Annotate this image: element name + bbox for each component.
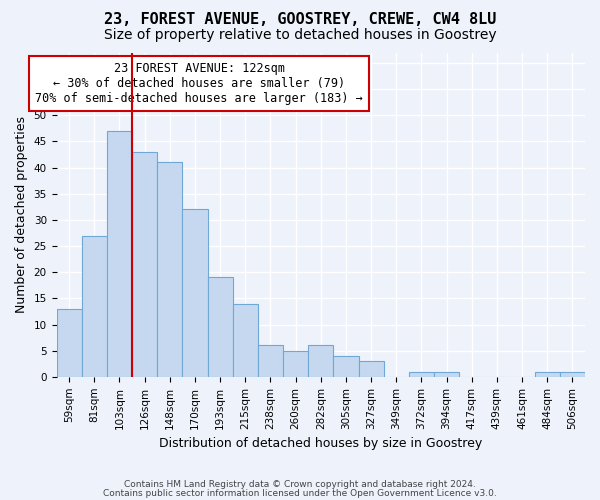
Bar <box>434 372 459 377</box>
Bar <box>560 372 585 377</box>
Text: Contains HM Land Registry data © Crown copyright and database right 2024.: Contains HM Land Registry data © Crown c… <box>124 480 476 489</box>
Bar <box>308 346 334 377</box>
Text: 23 FOREST AVENUE: 122sqm
← 30% of detached houses are smaller (79)
70% of semi-d: 23 FOREST AVENUE: 122sqm ← 30% of detach… <box>35 62 363 105</box>
Bar <box>233 304 258 377</box>
Bar <box>359 361 383 377</box>
Y-axis label: Number of detached properties: Number of detached properties <box>15 116 28 313</box>
Bar <box>409 372 434 377</box>
Bar <box>157 162 182 377</box>
Text: Size of property relative to detached houses in Goostrey: Size of property relative to detached ho… <box>104 28 496 42</box>
Bar <box>132 152 157 377</box>
Bar <box>107 131 132 377</box>
Bar <box>535 372 560 377</box>
Bar <box>82 236 107 377</box>
Bar <box>182 210 208 377</box>
Text: Contains public sector information licensed under the Open Government Licence v3: Contains public sector information licen… <box>103 489 497 498</box>
Bar <box>258 346 283 377</box>
Bar <box>283 350 308 377</box>
Bar <box>56 309 82 377</box>
X-axis label: Distribution of detached houses by size in Goostrey: Distribution of detached houses by size … <box>159 437 482 450</box>
Text: 23, FOREST AVENUE, GOOSTREY, CREWE, CW4 8LU: 23, FOREST AVENUE, GOOSTREY, CREWE, CW4 … <box>104 12 496 28</box>
Bar <box>334 356 359 377</box>
Bar <box>208 278 233 377</box>
